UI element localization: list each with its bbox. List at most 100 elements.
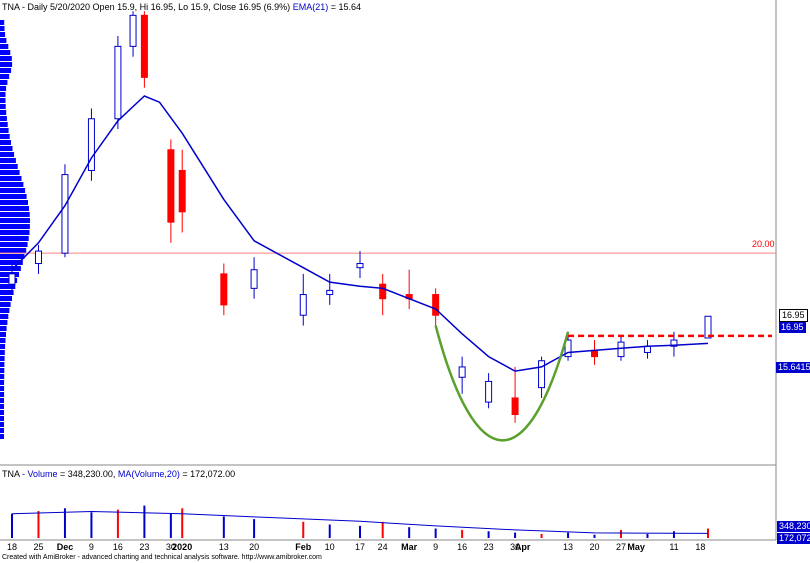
volume-profile-bar (0, 368, 5, 373)
x-tick-label: 13 (218, 542, 229, 552)
x-tick-label: 30 (165, 542, 176, 552)
volume-profile-bar (0, 146, 13, 151)
volume-header-ma-value: = 172,072.00 (179, 469, 236, 479)
candle-body (564, 339, 572, 358)
candle-body (114, 45, 122, 120)
volume-profile-bar (0, 122, 8, 127)
x-tick-label: 2020 (172, 542, 193, 552)
candle-body (34, 250, 42, 265)
volume-profile-bar (0, 362, 5, 367)
volume-profile-bar (0, 248, 27, 253)
candle-body (511, 397, 519, 416)
volume-profile-bar (0, 38, 7, 43)
header-info: - Daily 5/20/2020 Open 15.9, Hi 16.95, L… (19, 2, 293, 12)
x-tick-label: 9 (433, 542, 439, 552)
volume-profile-bar (0, 314, 9, 319)
volume-profile-bar (0, 302, 11, 307)
volume-profile-bar (0, 416, 4, 421)
x-tick-label: 13 (562, 542, 574, 552)
volume-profile-bar (0, 284, 16, 289)
candle-body (432, 294, 440, 316)
x-tick-label: 11 (669, 542, 679, 552)
volume-profile-bar (0, 434, 4, 439)
x-tick-label: Dec (56, 542, 74, 552)
volume-profile-bar (0, 194, 27, 199)
volume-profile (0, 20, 30, 439)
candle-body (87, 118, 95, 171)
header-ema-value: = 15.64 (328, 2, 361, 12)
volume-profile-bar (0, 62, 13, 67)
price-header: TNA - Daily 5/20/2020 Open 15.9, Hi 16.9… (2, 2, 361, 12)
volume-profile-bar (0, 422, 4, 427)
x-tick-label: 20 (249, 542, 260, 552)
volume-profile-bar (0, 242, 28, 247)
close-price-box-2: 16.95 (779, 322, 806, 333)
candle-body (250, 269, 258, 289)
x-tick-label: 25 (33, 542, 44, 552)
volume-header: TNA - Volume = 348,230.00, MA(Volume,20)… (2, 469, 235, 479)
close-price-box: 16.95 (779, 309, 808, 322)
x-tick-label: 24 (377, 542, 388, 552)
volume-box: 348,230 (777, 521, 810, 532)
x-tick-label: 16 (112, 542, 123, 552)
volume-profile-bar (0, 56, 12, 61)
volume-profile-bar (0, 236, 29, 241)
candle-body (591, 349, 599, 358)
header-symbol: TNA (2, 2, 20, 12)
volume-profile-bar (0, 206, 29, 211)
volume-header-label: - Volume (19, 469, 58, 479)
x-tick-label: 30 (510, 542, 521, 552)
volume-profile-bar (0, 212, 30, 217)
volume-profile-bar (0, 254, 25, 259)
x-tick-label: 17 (354, 542, 366, 552)
x-tick-label: May (627, 542, 645, 552)
volume-profile-bar (0, 344, 6, 349)
volume-profile-bar (0, 152, 15, 157)
candle-body (379, 283, 387, 300)
candle-body (299, 294, 307, 316)
x-tick-label: 23 (483, 542, 494, 552)
volume-header-value: = 348,230.00, (57, 469, 118, 479)
x-tick-label: 10 (324, 542, 335, 552)
candles-group (8, 11, 712, 423)
volume-profile-bar (0, 164, 18, 169)
volume-profile-bar (0, 26, 5, 31)
candle-body (140, 14, 148, 78)
x-tick-label: Feb (295, 542, 312, 552)
candle-body (617, 341, 625, 358)
volume-profile-bar (0, 296, 12, 301)
volume-profile-bar (0, 128, 9, 133)
volume-profile-bar (0, 290, 14, 295)
volume-profile-bar (0, 104, 6, 109)
volume-profile-bar (0, 200, 28, 205)
x-tick-label: 16 (457, 542, 468, 552)
volume-header-symbol: TNA (2, 469, 20, 479)
x-tick-label: Apr (514, 542, 531, 552)
volume-profile-bar (0, 170, 20, 175)
volume-profile-bar (0, 320, 8, 325)
volume-profile-bar (0, 308, 10, 313)
volume-profile-bar (0, 326, 7, 331)
volume-profile-bar (0, 32, 6, 37)
volume-profile-bar (0, 386, 5, 391)
x-tick-label: 18 (6, 542, 18, 552)
volume-profile-bar (0, 410, 4, 415)
volume-profile-bar (0, 356, 5, 361)
candle-body (326, 289, 334, 296)
volume-profile-bar (0, 68, 12, 73)
candle-body (538, 360, 546, 389)
volume-profile-bar (0, 266, 21, 271)
x-tick-label: 20 (589, 542, 600, 552)
volume-profile-bar (0, 86, 7, 91)
candle-body (458, 366, 466, 378)
x-tick-label: 27 (615, 542, 627, 552)
candle-body (8, 273, 16, 285)
volume-profile-bar (0, 374, 5, 379)
x-tick-label: 18 (695, 542, 706, 552)
volume-profile-bar (0, 224, 30, 229)
footer-credit: Created with AmiBroker - advanced charti… (2, 554, 322, 561)
volume-profile-bar (0, 116, 7, 121)
volume-profile-bar (0, 134, 10, 139)
